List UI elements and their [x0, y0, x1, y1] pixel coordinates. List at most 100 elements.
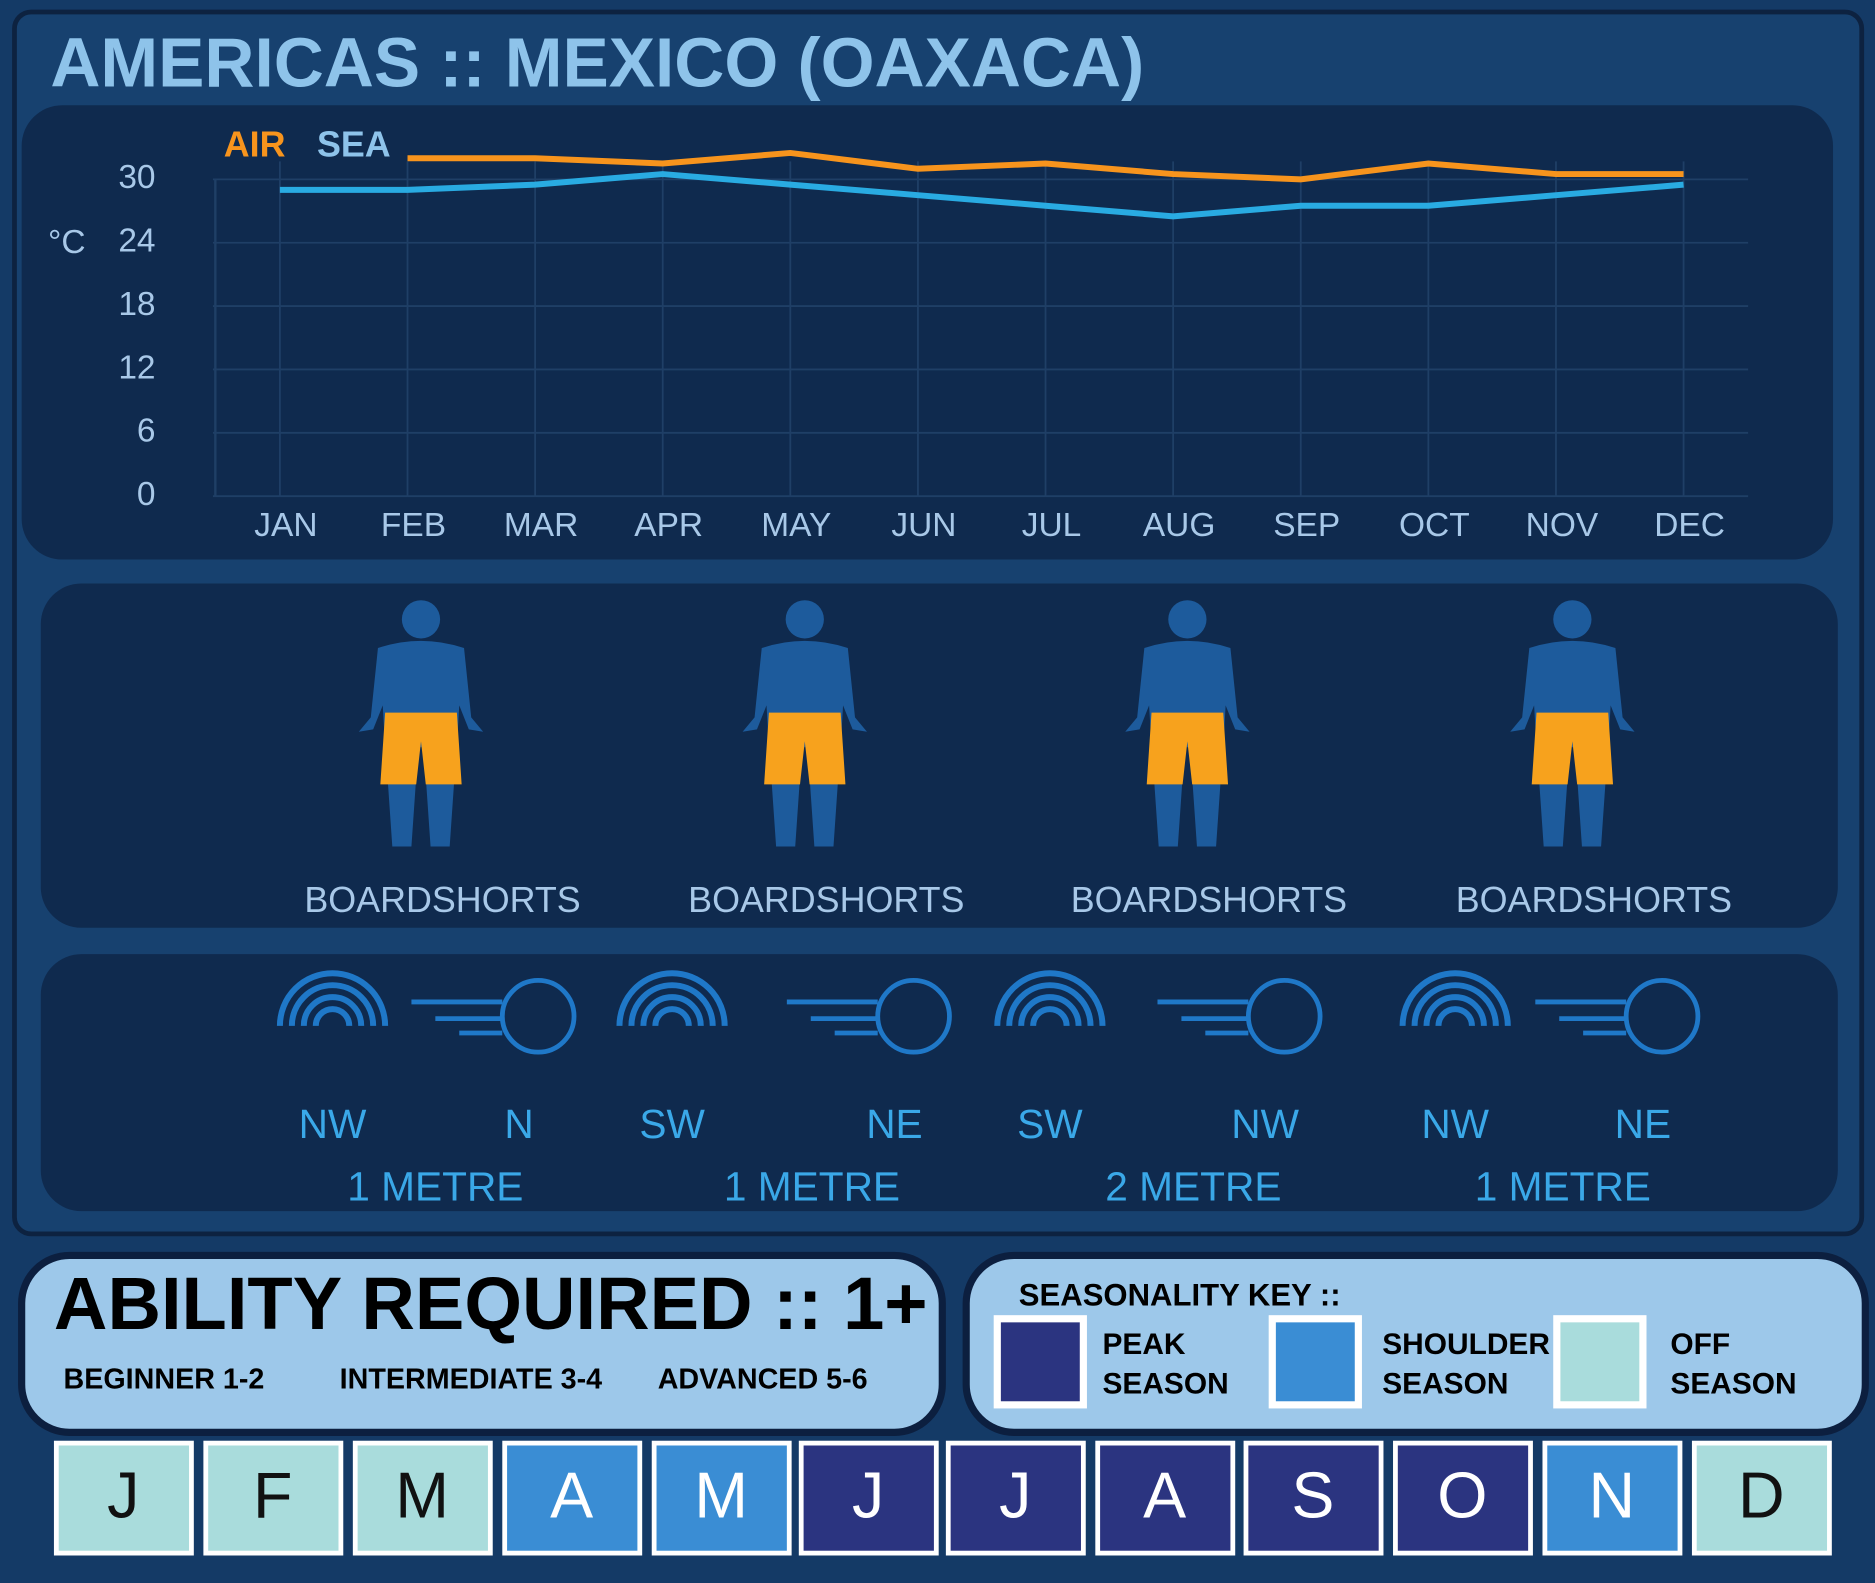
wind-icon — [1535, 978, 1701, 1055]
shorts — [1146, 712, 1229, 785]
series-line — [279, 171, 1684, 220]
month-letter: M — [395, 1460, 449, 1532]
swell-arc — [640, 994, 704, 1026]
month-letter: J — [852, 1460, 884, 1532]
month-box — [1393, 1440, 1533, 1556]
month-letter: A — [550, 1460, 593, 1532]
swell-arc — [1018, 994, 1082, 1026]
head — [1553, 600, 1592, 639]
key-swatch — [1268, 1315, 1362, 1409]
month-letter: J — [107, 1460, 139, 1532]
swell-icon — [1399, 970, 1511, 1027]
x-tick-label: DEC — [1654, 507, 1725, 544]
swell-size: 1 METRE — [347, 1163, 523, 1209]
key-swatch — [993, 1315, 1087, 1409]
y-tick-label: 6 — [137, 413, 156, 450]
month-letter: S — [1291, 1460, 1334, 1532]
cloud — [1623, 978, 1701, 1055]
x-tick-label: AUG — [1143, 507, 1216, 544]
ability-title: ABILITY REQUIRED :: 1+ — [54, 1262, 928, 1345]
month-letter: D — [1738, 1460, 1785, 1532]
x-tick-label: NOV — [1526, 507, 1599, 544]
wetsuit-label: BOARDSHORTS — [304, 880, 580, 920]
cloud — [1245, 978, 1323, 1055]
swell-direction: NW — [1421, 1101, 1489, 1147]
wind-direction: NE — [1615, 1101, 1671, 1147]
swell-size: 1 METRE — [1475, 1163, 1651, 1209]
month-letter: M — [694, 1460, 748, 1532]
wind-icon — [411, 978, 577, 1055]
x-tick-label: MAY — [761, 507, 831, 544]
swell-direction: SW — [639, 1101, 705, 1147]
wetsuit-label: BOARDSHORTS — [688, 880, 964, 920]
wind-direction: NE — [866, 1101, 922, 1147]
swell-arc — [288, 982, 377, 1026]
swell-arc — [994, 970, 1106, 1026]
y-axis-label: °C — [48, 224, 86, 261]
key-label: OFF — [1670, 1328, 1730, 1361]
ability-level: INTERMEDIATE 3-4 — [340, 1364, 603, 1396]
month-letter: F — [253, 1460, 292, 1532]
y-tick-label: 30 — [118, 159, 155, 196]
x-tick-label: MAR — [504, 507, 578, 544]
month-box — [53, 1440, 194, 1556]
x-tick-label: JAN — [254, 507, 317, 544]
wind-icon — [786, 978, 952, 1055]
month-box — [651, 1440, 792, 1556]
x-tick-label: JUL — [1022, 507, 1082, 544]
swell-arc — [1399, 970, 1511, 1026]
month-box — [945, 1440, 1086, 1556]
y-tick-label: 24 — [118, 223, 155, 260]
cloud — [499, 978, 577, 1055]
key-swatch — [1553, 1315, 1647, 1409]
swell-arc — [628, 982, 716, 1026]
wetsuit-panel — [40, 583, 1838, 928]
swell-arc — [300, 994, 365, 1026]
key-label: SEASON — [1102, 1368, 1228, 1401]
series-line — [407, 149, 1684, 183]
month-box — [1691, 1440, 1832, 1556]
wetsuit-label: BOARDSHORTS — [1456, 880, 1732, 920]
month-box — [798, 1440, 939, 1556]
x-tick-label: OCT — [1399, 507, 1470, 544]
person-icon — [1125, 600, 1250, 847]
shorts — [764, 712, 846, 785]
legs — [1153, 777, 1221, 847]
month-box — [502, 1440, 643, 1556]
head — [785, 600, 824, 639]
x-tick-label: JUN — [891, 507, 956, 544]
legs — [387, 777, 455, 847]
month-letter: O — [1437, 1460, 1487, 1532]
head — [1168, 600, 1207, 639]
month-letter: N — [1589, 1460, 1636, 1532]
swell-icon — [616, 970, 728, 1027]
cloud — [875, 978, 952, 1055]
legs — [771, 777, 839, 847]
person-icon — [358, 600, 484, 847]
key-label: PEAK — [1102, 1328, 1185, 1361]
swell-arc — [652, 1006, 692, 1027]
month-box — [1542, 1440, 1683, 1556]
swell-arc — [312, 1006, 353, 1027]
legend-label: SEA — [317, 125, 391, 165]
legs — [1538, 777, 1606, 847]
ability-box — [18, 1251, 946, 1436]
swell-arc — [1411, 982, 1499, 1026]
month-box — [203, 1440, 344, 1556]
swell-size: 1 METRE — [724, 1163, 900, 1209]
swell-icon — [994, 970, 1106, 1027]
y-tick-label: 12 — [118, 349, 155, 386]
legend-label: AIR — [224, 125, 286, 165]
key-title: SEASONALITY KEY :: — [1019, 1277, 1341, 1312]
shorts — [1531, 712, 1614, 785]
month-box — [1243, 1440, 1384, 1556]
x-tick-label: FEB — [381, 507, 446, 544]
month-box — [352, 1440, 493, 1556]
swell-direction: SW — [1017, 1101, 1083, 1147]
swell-arc — [276, 970, 389, 1026]
wind-icon — [1157, 978, 1323, 1055]
swell-direction: NW — [299, 1101, 367, 1147]
month-letter: A — [1143, 1460, 1186, 1532]
y-tick-label: 18 — [118, 286, 155, 323]
